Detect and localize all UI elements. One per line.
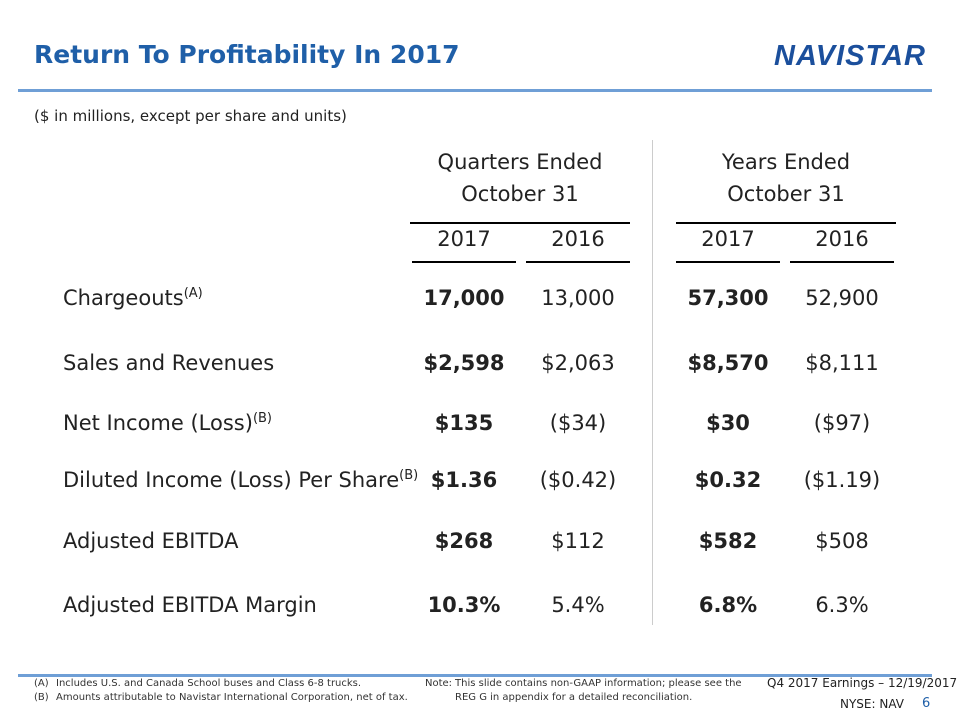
year-label: 2016 <box>551 227 605 251</box>
cell-value: 57,300 <box>687 286 769 310</box>
group-line1: Years Ended <box>721 150 851 174</box>
label-text: Sales and Revenues <box>63 351 275 375</box>
row-label: Sales and Revenues <box>63 351 274 375</box>
page-number: 6 <box>922 696 931 711</box>
page-title: Return To Profitability In 2017 <box>34 40 460 69</box>
group-header-quarters: Quarters Ended October 31 <box>410 146 630 224</box>
year-label: 2016 <box>815 227 869 251</box>
footer-rule <box>18 674 932 677</box>
col-header: 2016 <box>526 227 630 263</box>
footnote-ref: (B) <box>399 468 419 483</box>
footnote-a: (A) Includes U.S. and Canada School buses… <box>34 677 408 691</box>
group-line1: Quarters Ended <box>437 150 603 174</box>
cell-value: $8,570 <box>687 351 769 375</box>
event-date: Q4 2017 Earnings – 12/19/2017 <box>767 676 958 690</box>
footnote-ref: (B) <box>252 411 272 426</box>
note-text: REG G in appendix for a detailed reconci… <box>455 692 693 703</box>
cell-value: ($34) <box>549 411 607 435</box>
note-label: Note: <box>425 678 453 689</box>
group-underline <box>676 222 896 224</box>
col-underline <box>526 261 630 263</box>
footnote-key: (A) <box>34 678 49 689</box>
table-row: Net Income (Loss)(B) $135 ($34) $30 ($97) <box>0 411 960 441</box>
footnote-key: (B) <box>34 692 49 703</box>
group-line2: October 31 <box>461 182 579 206</box>
cell-value: ($97) <box>813 411 871 435</box>
cell-value: $2,063 <box>541 351 615 375</box>
table-row: Sales and Revenues $2,598 $2,063 $8,570 $8,1… <box>0 351 960 381</box>
footnote-text: Includes U.S. and Canada School buses an… <box>56 678 362 689</box>
row-label: Adjusted EBITDA <box>63 529 238 553</box>
label-text: Adjusted EBITDA Margin <box>63 593 317 617</box>
note-text: This slide contains non-GAAP information… <box>455 678 742 689</box>
cell-value: $0.32 <box>694 468 762 492</box>
footnote-b: (B) Amounts attributable to Navistar Inte… <box>34 691 408 705</box>
group-underline <box>410 222 630 224</box>
cell-value: 52,900 <box>805 286 879 310</box>
col-header: 2017 <box>676 227 780 263</box>
cell-value: ($0.42) <box>539 468 617 492</box>
ticker: NYSE: NAV <box>840 697 904 711</box>
cell-value: $508 <box>815 529 869 553</box>
units-note: ($ in millions, except per share and uni… <box>34 107 347 125</box>
footnote-text: Amounts attributable to Navistar Interna… <box>56 692 408 703</box>
footnote-ref: (A) <box>183 286 203 301</box>
label-text: Diluted Income (Loss) Per Share <box>63 468 400 492</box>
col-underline <box>676 261 780 263</box>
cell-value: $112 <box>551 529 605 553</box>
cell-value: 17,000 <box>423 286 505 310</box>
label-text: Chargeouts <box>63 286 184 310</box>
col-underline <box>790 261 894 263</box>
cell-value: 13,000 <box>541 286 615 310</box>
header-rule <box>18 89 932 92</box>
cell-value: 6.3% <box>815 593 869 617</box>
year-label: 2017 <box>701 227 755 251</box>
table-row: Diluted Income (Loss) Per Share(B) $1.36 (… <box>0 468 960 498</box>
row-label: Net Income (Loss)(B) <box>63 411 272 435</box>
cell-value: 5.4% <box>551 593 605 617</box>
cell-value: $268 <box>434 529 494 553</box>
col-header: 2017 <box>412 227 516 263</box>
cell-value: $135 <box>434 411 494 435</box>
row-label: Diluted Income (Loss) Per Share(B) <box>63 468 418 492</box>
cell-value: 6.8% <box>698 593 758 617</box>
label-text: Adjusted EBITDA <box>63 529 239 553</box>
gaap-note: Note: This slide contains non-GAAP inform… <box>425 677 742 705</box>
group-line2: October 31 <box>727 182 845 206</box>
group-header-years: Years Ended October 31 <box>676 146 896 224</box>
cell-value: ($1.19) <box>803 468 881 492</box>
cell-value: $8,111 <box>805 351 879 375</box>
table-row: Chargeouts(A) 17,000 13,000 57,300 52,900 <box>0 286 960 316</box>
year-label: 2017 <box>437 227 491 251</box>
footnotes: (A) Includes U.S. and Canada School buses… <box>34 677 408 705</box>
cell-value: $30 <box>706 411 750 435</box>
table-row: Adjusted EBITDA $268 $112 $582 $508 <box>0 529 960 559</box>
row-label: Adjusted EBITDA Margin <box>63 593 317 617</box>
cell-value: 10.3% <box>427 593 501 617</box>
column-divider <box>652 140 653 625</box>
table-row: Adjusted EBITDA Margin 10.3% 5.4% 6.8% 6.3% <box>0 593 960 623</box>
cell-value: $1.36 <box>430 468 498 492</box>
cell-value: $2,598 <box>423 351 505 375</box>
row-label: Chargeouts(A) <box>63 286 203 310</box>
col-underline <box>412 261 516 263</box>
label-text: Net Income (Loss) <box>63 411 253 435</box>
cell-value: $582 <box>698 529 758 553</box>
col-header: 2016 <box>790 227 894 263</box>
navistar-logo: NAVISTAR <box>774 40 926 72</box>
